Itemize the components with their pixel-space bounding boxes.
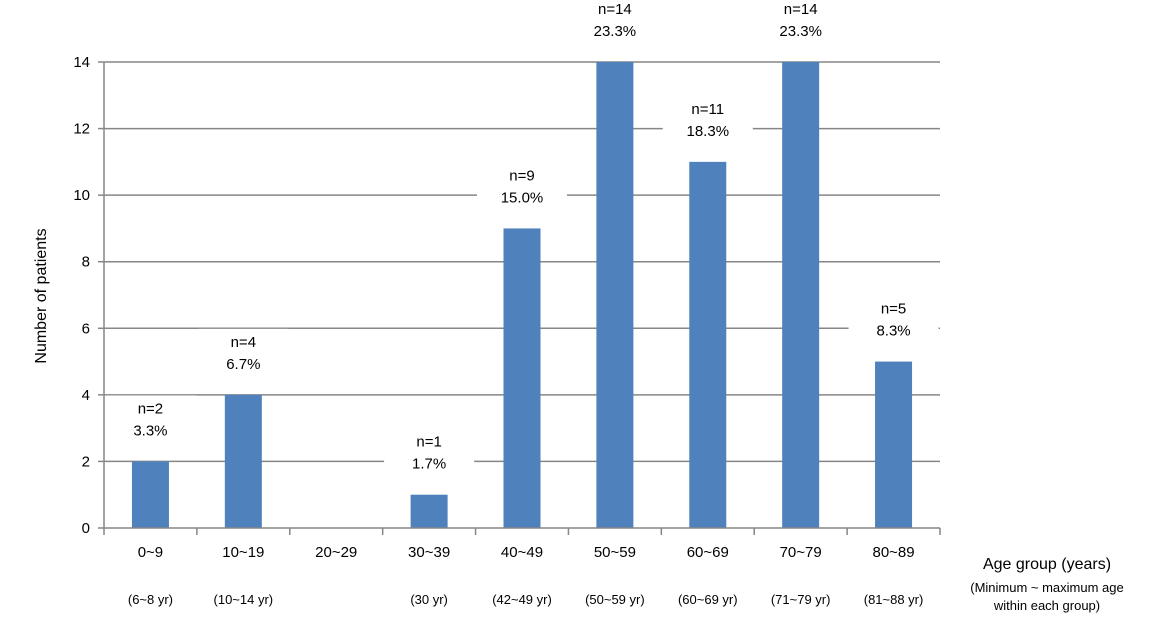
data-label-percent: 15.0% [501, 189, 544, 206]
x-tick-label: 60~69 [687, 544, 729, 561]
x-range-label: (6~8 yr) [128, 592, 173, 607]
data-label-background [755, 0, 846, 46]
data-label-count: n=11 [691, 101, 724, 118]
y-tick-label: 14 [73, 54, 90, 71]
data-label-percent: 6.7% [226, 356, 260, 373]
y-axis-label: Number of patients [33, 228, 50, 363]
x-axis-note-line1: (Minimum ~ maximum age [970, 580, 1124, 595]
x-tick-label: 80~89 [872, 544, 914, 561]
y-tick-label: 6 [82, 320, 90, 337]
y-tick-label: 8 [82, 254, 90, 271]
data-label-percent: 1.7% [412, 456, 446, 473]
bar-80~89 [875, 361, 913, 528]
bar-30~39 [410, 494, 448, 528]
bar-70~79 [782, 62, 820, 528]
x-range-label: (81~88 yr) [864, 592, 924, 607]
data-label-background [384, 428, 475, 479]
x-axis-note-line2: within each group) [993, 598, 1100, 613]
x-tick-label: 30~39 [408, 544, 450, 561]
y-tick-label: 0 [82, 520, 90, 537]
x-tick-label: 0~9 [138, 544, 163, 561]
bar-60~69 [689, 161, 727, 528]
data-label-background [569, 0, 660, 46]
bar-0~9 [131, 461, 169, 528]
x-tick-labels: 0~9 (6~8 yr) 10~19 (10~14 yr) 20~29 30~39 (30 … [128, 544, 924, 607]
y-tick-label: 12 [73, 121, 90, 138]
x-tick-label: 50~59 [594, 544, 636, 561]
data-label-percent: 23.3% [594, 23, 637, 40]
bars [131, 62, 913, 528]
data-labels: n=2 3.3% n=4 6.7% n=1 1.7% n=9 15.0% n=14 23.3% n=… [105, 0, 939, 479]
axes [98, 61, 941, 535]
x-range-label: (42~49 yr) [492, 592, 552, 607]
data-label-background [477, 162, 567, 213]
data-label-count: n=14 [784, 1, 818, 18]
y-tick-label: 4 [82, 387, 90, 404]
data-label-count: n=2 [138, 400, 163, 417]
y-tick-label: 10 [73, 187, 90, 204]
data-label-percent: 3.3% [133, 422, 167, 439]
data-label-background [105, 395, 196, 446]
x-range-label: (10~14 yr) [214, 592, 274, 607]
data-label-count: n=9 [509, 167, 534, 184]
data-label-percent: 8.3% [876, 323, 910, 340]
x-range-label: (50~59 yr) [585, 592, 645, 607]
data-label-count: n=5 [881, 301, 906, 318]
x-range-label: (71~79 yr) [771, 592, 831, 607]
data-label-percent: 23.3% [779, 23, 822, 40]
data-label-background [198, 328, 289, 379]
data-label-count: n=14 [598, 1, 632, 18]
data-label-count: n=4 [231, 334, 256, 351]
x-tick-label: 40~49 [501, 544, 543, 561]
data-label-background [662, 95, 753, 146]
x-tick-label: 70~79 [780, 544, 822, 561]
x-range-label: (60~69 yr) [678, 592, 738, 607]
bar-40~49 [503, 228, 541, 528]
bar-50~59 [596, 62, 634, 528]
x-axis-label: Age group (years) [983, 556, 1111, 573]
bar-10~19 [224, 394, 262, 528]
y-tick-label: 2 [82, 453, 90, 470]
x-tick-label: 20~29 [315, 544, 357, 561]
x-tick-label: 10~19 [222, 544, 264, 561]
data-label-count: n=1 [416, 434, 441, 451]
y-tick-labels: 0 2 4 6 8 10 12 14 [73, 54, 90, 537]
data-label-background [848, 295, 939, 346]
x-range-label: (30 yr) [410, 592, 448, 607]
data-label-percent: 18.3% [687, 123, 730, 140]
